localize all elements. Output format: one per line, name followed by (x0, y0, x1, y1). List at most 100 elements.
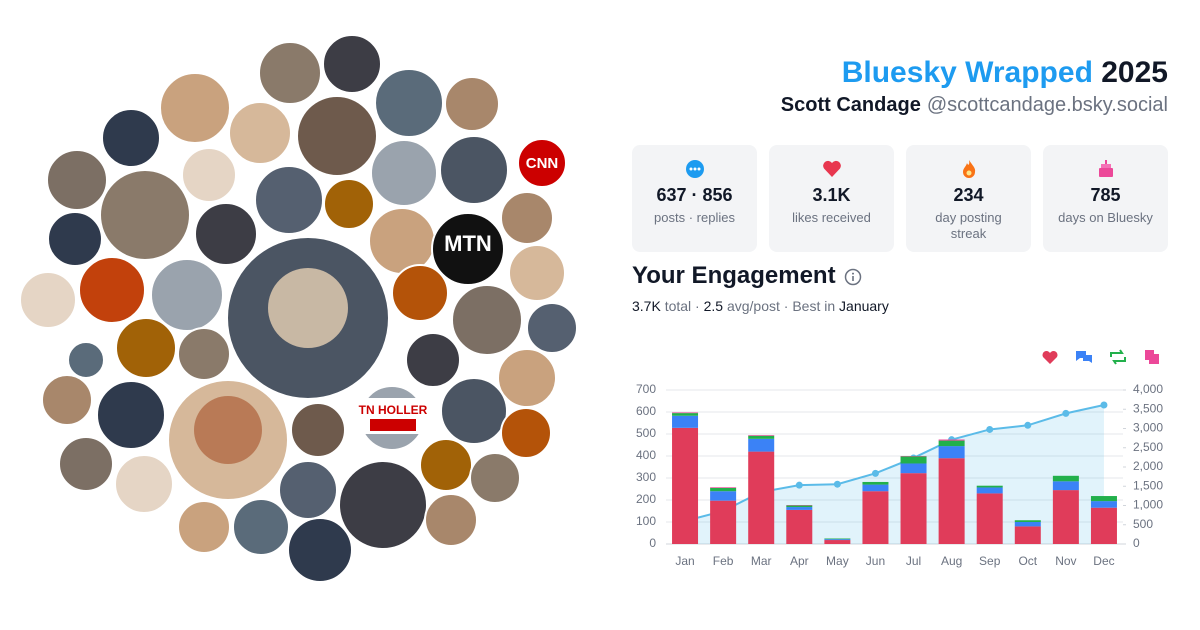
y-tick-label: 0 (649, 536, 656, 550)
avatar[interactable] (526, 302, 578, 354)
avatar[interactable] (287, 517, 353, 583)
avatar-label: CNN (526, 155, 559, 172)
legend-icon[interactable] (1110, 349, 1126, 365)
avatar[interactable] (323, 178, 375, 230)
y2-tick-label: 2,500 (1133, 440, 1163, 454)
avatar[interactable] (114, 454, 174, 514)
y2-tick-label: 3,500 (1133, 401, 1163, 415)
avatar[interactable] (58, 436, 114, 492)
avatar-face (194, 396, 262, 464)
avatar[interactable] (508, 244, 566, 302)
avatar[interactable] (232, 498, 290, 556)
avatar[interactable] (290, 402, 346, 458)
wrapped-panel: Bluesky Wrapped 2025 Scott Candage @scott… (620, 0, 1180, 630)
user-handle[interactable]: @scottcandage.bsky.social (926, 94, 1168, 116)
avatar[interactable] (46, 149, 108, 211)
avatar[interactable] (159, 72, 231, 144)
avatar[interactable] (517, 138, 567, 188)
avatar[interactable] (469, 452, 521, 504)
info-icon[interactable] (844, 268, 862, 286)
icon (1098, 160, 1113, 177)
avatar[interactable] (254, 165, 324, 235)
avatar[interactable] (439, 135, 509, 205)
bar-segment (900, 456, 927, 464)
title: Bluesky Wrapped 2025 (842, 56, 1168, 90)
avatar[interactable] (67, 341, 105, 379)
avatar[interactable] (47, 211, 103, 267)
bar-segment (824, 538, 851, 540)
bar-segment (938, 458, 965, 544)
y-tick-label: 400 (636, 448, 656, 462)
avatar[interactable] (374, 68, 444, 138)
avatar[interactable] (150, 258, 224, 332)
legend-icon[interactable] (1145, 350, 1159, 364)
avatar[interactable] (440, 377, 508, 445)
stat-value: 3.1K (812, 185, 851, 205)
stat-value: 637 · 856 (656, 185, 733, 205)
x-tick-label: Jul (906, 554, 921, 568)
icon (962, 160, 975, 178)
avatar[interactable] (444, 76, 500, 132)
x-tick-label: Apr (790, 554, 809, 568)
avatar[interactable] (78, 256, 146, 324)
avatar-label: TN HOLLER (359, 403, 428, 417)
avatar[interactable] (181, 147, 237, 203)
stat-label: days on Bluesky (1058, 210, 1153, 225)
avatar[interactable] (419, 438, 473, 492)
avatar[interactable] (258, 41, 322, 105)
avatar[interactable] (370, 139, 438, 207)
line-point (871, 469, 879, 477)
bar-segment (1090, 507, 1117, 544)
bar-segment (862, 481, 889, 485)
x-tick-label: Sep (979, 554, 1001, 568)
brand: Bluesky Wrapped (841, 56, 1093, 89)
avatar[interactable] (19, 271, 77, 329)
line-point (986, 425, 994, 433)
bar-segment (672, 413, 699, 416)
bar-segment (748, 435, 775, 439)
section-title: Your Engagement (632, 262, 862, 290)
avatar[interactable] (405, 332, 461, 388)
legend-icon[interactable] (1076, 351, 1092, 363)
avatar-collage: CNN MTN TN HOLLER (19, 34, 578, 583)
bar-segment (710, 487, 737, 492)
legend-icon[interactable] (1042, 350, 1058, 364)
avatar[interactable] (338, 460, 428, 550)
avatar[interactable] (500, 191, 554, 245)
avatar[interactable] (228, 101, 292, 165)
avatar[interactable] (194, 202, 258, 266)
avatar-bg (370, 419, 416, 431)
bar-segment (786, 509, 813, 544)
avatar-face (268, 268, 348, 348)
avatar[interactable] (451, 284, 523, 356)
avatar[interactable] (431, 212, 505, 286)
stat-card: 3.1K likes received (769, 145, 894, 252)
summary-part: total · (664, 298, 700, 314)
stat-cards: 637 · 856 posts · replies 3.1K likes rec… (632, 145, 1168, 252)
avatar[interactable] (99, 169, 191, 261)
icon (685, 160, 704, 178)
avatar[interactable] (500, 407, 552, 459)
summary-part: avg/post · Best in (726, 298, 836, 314)
summary-part: 2.5 (703, 298, 724, 314)
avatar[interactable] (497, 348, 557, 408)
avatar[interactable] (101, 108, 161, 168)
avatar[interactable] (177, 500, 231, 554)
bar-segment (938, 446, 965, 459)
avatar[interactable] (41, 374, 93, 426)
avatar[interactable] (115, 317, 177, 379)
bar-segment (862, 484, 889, 492)
line-point (1024, 421, 1032, 429)
x-tick-label: Mar (751, 554, 772, 568)
avatar[interactable] (296, 95, 378, 177)
avatar[interactable] (96, 380, 166, 450)
stat-label: likes received (792, 210, 871, 225)
year: 2025 (1101, 56, 1168, 89)
avatar[interactable] (278, 460, 338, 520)
avatar[interactable] (322, 34, 382, 94)
bar-segment (976, 487, 1003, 494)
avatar[interactable] (391, 264, 449, 322)
avatar[interactable] (177, 327, 231, 381)
avatar[interactable] (424, 493, 478, 547)
